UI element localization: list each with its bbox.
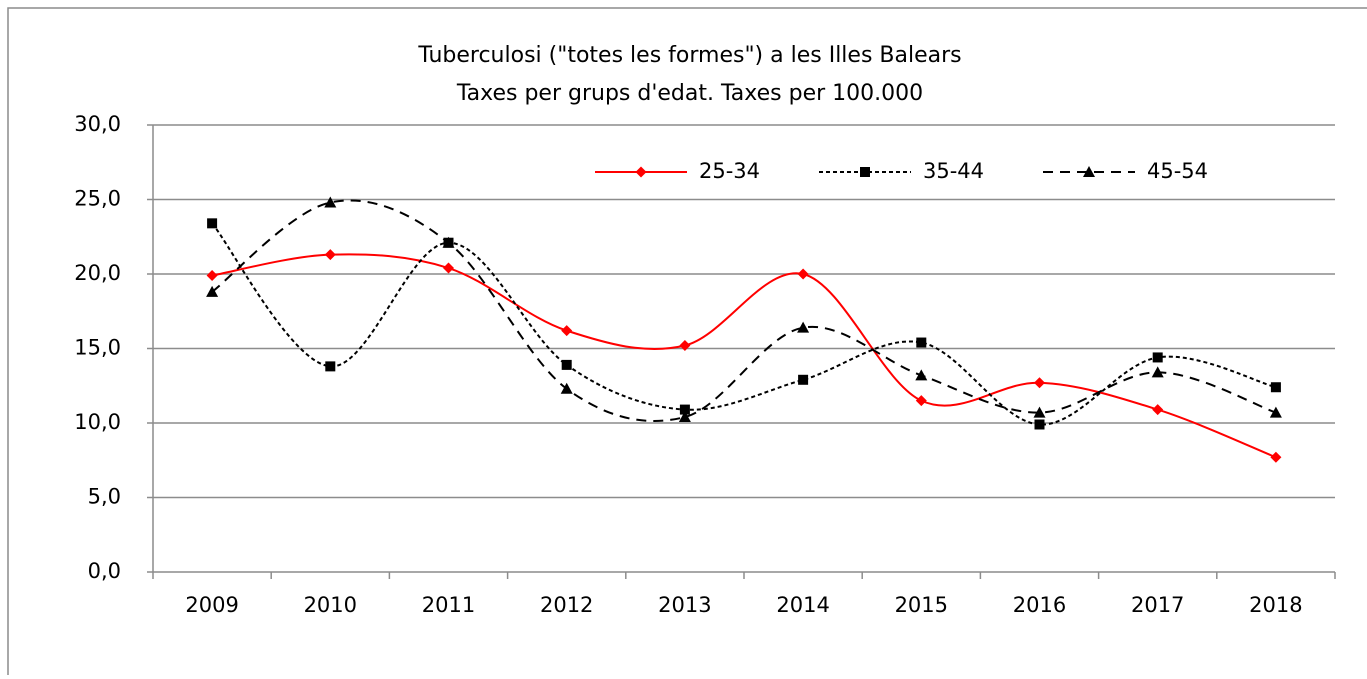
data-point [206, 269, 218, 281]
data-point [1034, 377, 1045, 389]
data-point [678, 411, 691, 423]
legend-marker [860, 167, 870, 177]
legend-label: 45-54 [1147, 159, 1208, 183]
data-point [324, 249, 336, 261]
data-point [1152, 404, 1164, 416]
data-point [1034, 419, 1045, 430]
data-point [1270, 382, 1281, 393]
data-point [679, 340, 691, 352]
chart-title: Tuberculosi ("totes les formes") a les I… [417, 43, 961, 68]
y-tick-label: 30,0 [74, 112, 121, 136]
x-tick-label: 2011 [422, 593, 475, 617]
y-tick-label: 25,0 [74, 187, 121, 211]
x-tick-label: 2010 [304, 593, 357, 617]
y-tick-label: 0,0 [88, 559, 121, 583]
data-point [443, 262, 454, 274]
chart-border [7, 7, 1367, 679]
x-tick-label: 2018 [1249, 593, 1302, 617]
x-tick-label: 2009 [185, 593, 238, 617]
data-point [798, 374, 809, 385]
legend-label: 35-44 [923, 159, 984, 183]
data-point [324, 196, 337, 208]
data-point [207, 218, 218, 229]
data-point [916, 337, 927, 348]
x-tick-label: 2013 [658, 593, 711, 617]
legend-label: 25-34 [699, 159, 760, 183]
legend-marker [1083, 166, 1095, 177]
y-tick-label: 10,0 [74, 410, 121, 434]
data-point [915, 369, 928, 381]
y-tick-label: 15,0 [74, 336, 121, 360]
data-point [1270, 451, 1282, 463]
series-line [211, 253, 1277, 459]
y-tick-label: 20,0 [74, 261, 121, 285]
data-point [797, 321, 810, 333]
data-point [679, 404, 690, 415]
data-point [1151, 366, 1164, 378]
series-line [211, 222, 1277, 426]
x-tick-label: 2016 [1013, 593, 1066, 617]
data-point [1269, 406, 1282, 418]
data-point [561, 359, 572, 370]
data-point [915, 395, 927, 407]
x-tick-label: 2017 [1131, 593, 1184, 617]
data-point [561, 325, 573, 337]
data-point [325, 361, 336, 372]
data-point [560, 382, 573, 394]
series-line [211, 199, 1277, 422]
x-tick-label: 2012 [540, 593, 593, 617]
x-tick-label: 2015 [895, 593, 948, 617]
data-point [206, 285, 219, 297]
data-point [797, 268, 809, 280]
legend-marker [635, 166, 647, 178]
y-tick-label: 5,0 [88, 485, 121, 509]
data-point [1033, 406, 1046, 418]
data-point [1152, 352, 1163, 363]
x-tick-label: 2014 [776, 593, 829, 617]
data-point [442, 236, 455, 248]
chart-subtitle: Taxes per grups d'edat. Taxes per 100.00… [456, 81, 923, 106]
